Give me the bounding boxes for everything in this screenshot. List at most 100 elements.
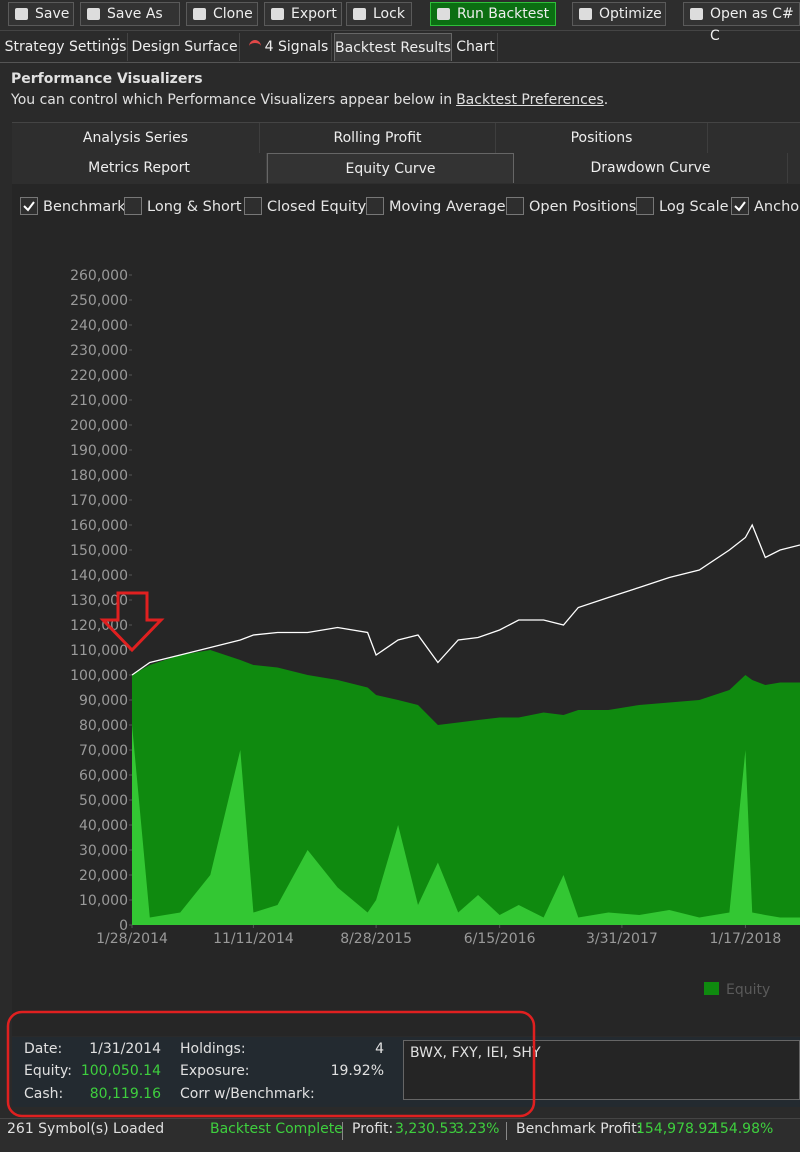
- checkbox[interactable]: [244, 197, 262, 215]
- info-value: 4: [375, 1041, 384, 1057]
- y-tick-label: 230,000: [70, 343, 128, 359]
- status-label: Profit:: [352, 1121, 394, 1137]
- header-end: .: [603, 92, 609, 108]
- status-text: 261 Symbol(s) Loaded: [7, 1121, 165, 1137]
- info-value: 80,119.16: [89, 1086, 161, 1102]
- y-tick-label: 240,000: [70, 318, 128, 334]
- header-title: Performance Visualizers: [11, 71, 203, 87]
- checkbox[interactable]: [636, 197, 654, 215]
- info-label: Cash:: [24, 1086, 64, 1102]
- y-tick-label: 0: [119, 918, 128, 934]
- y-tick-label: 150,000: [70, 543, 128, 559]
- info-label: Exposure:: [180, 1063, 250, 1079]
- legend-swatch: [704, 982, 719, 995]
- visualizer-tab[interactable]: Analysis Series: [12, 123, 260, 153]
- toolbar-button[interactable]: Run Backtest: [430, 2, 556, 26]
- checkbox-label[interactable]: Log Scale: [659, 199, 729, 215]
- signal-icon: [249, 40, 261, 53]
- status-state: Backtest Complete: [210, 1121, 343, 1137]
- y-tick-label: 120,000: [70, 618, 128, 634]
- x-tick-label: 11/11/2014: [213, 931, 294, 947]
- y-tick-label: 160,000: [70, 518, 128, 534]
- checkmark: [23, 201, 35, 212]
- checkbox-label[interactable]: Anchor: [754, 199, 800, 215]
- y-tick-label: 220,000: [70, 368, 128, 384]
- checkbox-label[interactable]: Long & Short: [147, 199, 242, 215]
- divider: [342, 1122, 343, 1140]
- info-label: Holdings:: [180, 1041, 246, 1057]
- x-tick-label: 1/17/2018: [710, 931, 782, 947]
- area: [132, 724, 800, 925]
- status-value: 3,230.53: [395, 1121, 458, 1137]
- y-tick-label: 190,000: [70, 443, 128, 459]
- header-link[interactable]: Backtest Preferences: [456, 92, 604, 108]
- y-tick-label: 140,000: [70, 568, 128, 584]
- y-tick-label: 100,000: [70, 668, 128, 684]
- info-label: Date:: [24, 1041, 63, 1057]
- x-tick-label: 8/28/2015: [340, 931, 412, 947]
- y-tick-label: 180,000: [70, 468, 128, 484]
- equity-chart: 0 10,000 20,000 30,000 40,000 50,000 60,000 70,…: [70, 268, 800, 998]
- visualizer-tab[interactable]: Metrics Report: [12, 153, 267, 183]
- visualizer-tab[interactable]: Rolling Profit: [260, 123, 496, 153]
- checkmark: [734, 201, 746, 212]
- toolbar-button[interactable]: Save: [8, 2, 74, 26]
- info-value: 1/31/2014: [89, 1041, 161, 1057]
- header-text: You can control which Performance Visual…: [11, 92, 608, 108]
- y-tick-label: 10,000: [79, 893, 128, 909]
- status-value: 154,978.92: [636, 1121, 717, 1137]
- tab[interactable]: Design Surface: [130, 33, 240, 61]
- x-tick-label: 1/28/2014: [96, 931, 168, 947]
- checkbox-label[interactable]: Benchmark: [43, 199, 126, 215]
- checkbox[interactable]: [731, 197, 749, 215]
- tab[interactable]: Backtest Results: [334, 33, 452, 61]
- area: [132, 650, 800, 925]
- tab[interactable]: 4 Signals: [242, 33, 332, 61]
- x-tick-label: 6/15/2016: [464, 931, 536, 947]
- y-tick-label: 110,000: [70, 643, 128, 659]
- y-tick-label: 80,000: [79, 718, 128, 734]
- tab[interactable]: Strategy Settings: [4, 33, 128, 61]
- status-label: Benchmark Profit:: [516, 1121, 642, 1137]
- toolbar-button[interactable]: Save As ...: [80, 2, 180, 44]
- status-value: 154.98%: [711, 1121, 774, 1137]
- toolbar-button[interactable]: Clone: [186, 2, 258, 26]
- y-tick-label: 210,000: [70, 393, 128, 409]
- y-tick-label: 60,000: [79, 768, 128, 784]
- visualizer-tab[interactable]: Drawdown Curve: [514, 153, 788, 183]
- x-tick-label: 3/31/2017: [586, 931, 658, 947]
- y-tick-label: 260,000: [70, 268, 128, 284]
- toolbar-button[interactable]: Export: [264, 2, 342, 26]
- legend-label: Equity: [726, 982, 770, 998]
- y-tick-label: 250,000: [70, 293, 128, 309]
- info-value: 100,050.14: [80, 1063, 161, 1079]
- visualizer-tab[interactable]: Positions: [496, 123, 708, 153]
- tab[interactable]: Chart: [454, 33, 498, 61]
- y-tick-label: 30,000: [79, 843, 128, 859]
- checkbox-label[interactable]: Open Positions: [529, 199, 637, 215]
- header-text-main: You can control which Performance Visual…: [11, 92, 453, 108]
- y-tick-label: 50,000: [79, 793, 128, 809]
- checkbox-label[interactable]: Moving Average: [389, 199, 506, 215]
- visualizer-tab[interactable]: Equity Curve: [267, 153, 514, 183]
- toolbar-button[interactable]: Lock: [346, 2, 412, 26]
- info-label: Corr w/Benchmark:: [180, 1086, 315, 1102]
- y-tick-label: 70,000: [79, 743, 128, 759]
- status-value: 3.23%: [455, 1121, 500, 1137]
- checkbox[interactable]: [506, 197, 524, 215]
- checkbox[interactable]: [366, 197, 384, 215]
- y-tick-label: 130,000: [70, 593, 128, 609]
- info-value: 19.92%: [330, 1063, 384, 1079]
- toolbar-button[interactable]: Open as C# C: [683, 2, 800, 44]
- y-tick-label: 90,000: [79, 693, 128, 709]
- y-tick-label: 40,000: [79, 818, 128, 834]
- checkbox[interactable]: [20, 197, 38, 215]
- checkbox-label[interactable]: Closed Equity: [267, 199, 367, 215]
- toolbar-button[interactable]: Optimize: [572, 2, 666, 26]
- checkbox[interactable]: [124, 197, 142, 215]
- y-tick-label: 20,000: [79, 868, 128, 884]
- symbols: BWX, FXY, IEI, SHY: [410, 1045, 541, 1061]
- y-tick-label: 200,000: [70, 418, 128, 434]
- y-tick-label: 170,000: [70, 493, 128, 509]
